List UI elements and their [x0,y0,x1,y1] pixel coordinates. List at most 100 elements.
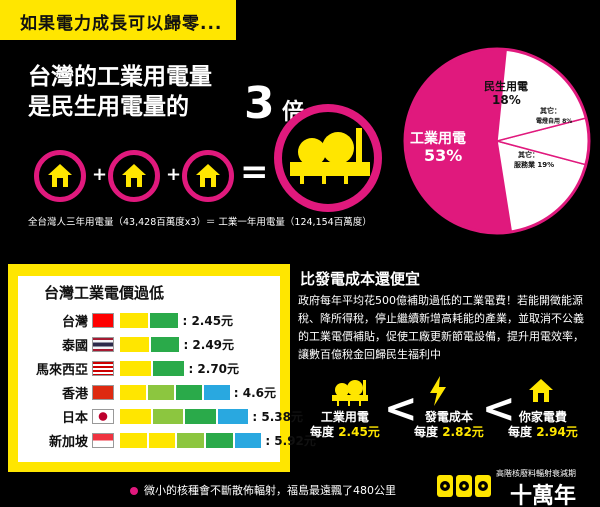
industry-circle [274,104,382,212]
price-bar-segment [120,313,149,328]
compare-title: 比發電成本還便宜 [300,270,421,288]
price-value-label: : 2.49元 [183,338,235,352]
price-bar [120,313,179,328]
price-bar [120,433,262,448]
country-flag-icon [92,385,114,400]
compare-item-value: 2.45元 [338,425,380,439]
compare-item-prefix: 每度 [310,425,339,439]
compare-item-name: 工業用電 [320,410,369,424]
decay-period-value: 十萬年 [510,484,577,507]
decay-period-label: 高階核廢料輻射衰減期 [496,469,576,478]
price-bar-segment [217,409,249,424]
country-flag-icon [92,361,114,376]
country-flag-icon [92,337,114,352]
headline-multiplier: 3 [244,78,275,129]
compare-item-value: 2.82元 [442,425,484,439]
pie-label-industry: 工業用電 [410,131,466,147]
headline: 台灣的工業用電量 是民生用電量的 [28,62,212,122]
house-icon [48,164,72,187]
price-bar-segment [120,409,151,424]
price-row: 香港 : 4.6元 [24,382,276,402]
less-than-sign-2: < [482,386,516,432]
price-value-label: : 2.70元 [188,362,240,376]
price-bar-segment [175,385,202,400]
price-value-label: : 5.38元 [252,410,304,424]
price-country-label: 新加坡 [48,435,88,450]
compare-item-prefix: 每度 [508,425,537,439]
equation-caption: 全台灣人三年用電量（43,428百萬度x3）＝ 工業一年用電量（124,154百… [28,217,372,228]
price-bar-segment [120,337,149,352]
price-bar-segment [148,433,176,448]
price-chart-title: 台灣工業電價過低 [44,284,165,302]
price-bar-segment [150,337,180,352]
less-than-sign-1: < [384,386,418,432]
price-country-label: 泰國 [61,339,88,354]
price-bar-segment [150,313,179,328]
plus-sign-1: + [92,164,108,185]
price-row: 泰國 : 2.49元 [24,334,276,354]
price-row: 台灣 : 2.45元 [24,310,276,330]
price-bar-segment [120,361,152,376]
factory-icon [332,380,368,406]
price-bar-segment [203,385,230,400]
price-bar [120,385,230,400]
price-bar [120,361,185,376]
price-bar [120,337,180,352]
compare-item-cost: 發電成本 每度 2.82元 [414,410,484,440]
pie-label-other2: 其它： [518,151,539,159]
country-flag-icon [92,433,114,448]
banner-title: 如果電力成長可以歸零... [20,14,223,34]
lightning-icon [430,376,446,406]
compare-item-name: 發電成本 [424,410,473,424]
country-flag-icon [92,409,114,424]
price-bar-segment [153,361,185,376]
household-circle-1 [34,150,86,202]
compare-body: 政府每年平均花500億補助過低的工業電費！若能開徵能源稅、降所得稅，停止繼續新增… [298,294,584,361]
radiation-barrel-icon [437,475,491,497]
plus-sign-2: + [166,164,182,185]
house-icon [196,164,220,187]
pie-label-household: 民生用電 [484,80,528,93]
headline-line2: 是民生用電量的 [28,94,189,120]
country-flag-icon [92,313,114,328]
price-bar-segment [177,433,204,448]
bullet-dot [130,487,138,495]
price-country-label: 台灣 [61,315,88,330]
price-value-label: : 5.92元 [265,434,316,448]
pie-label-other2b: 服務業 19% [514,161,555,169]
equals-sign: = [240,152,269,192]
compare-item-prefix: 每度 [414,425,443,439]
compare-item-name: 你家電費 [518,410,567,424]
house-icon [529,379,553,402]
household-circle-3 [182,150,234,202]
price-row: 新加坡 : 5.92元 [24,430,316,450]
price-country-label: 日本 [61,411,88,426]
price-bar [120,409,249,424]
footer-note: 微小的核種會不斷散佈輻射，福島最遠飄了480公里 [130,482,396,498]
top-banner: 如果電力成長可以歸零... [0,0,236,40]
price-country-label: 香港 [61,387,88,402]
price-bar-segment [120,433,147,448]
headline-line1: 台灣的工業用電量 [28,64,212,90]
price-bar-segment [147,385,174,400]
house-icon [122,164,146,187]
industrial-price-chart: 台灣工業電價過低 台灣 : 2.45元泰國 : 2.49元馬來西亞 : 2.70元香港… [18,276,316,462]
factory-icon [290,128,370,184]
price-bar-segment [185,409,216,424]
price-value-label: : 4.6元 [233,386,277,400]
price-bar-segment [234,433,262,448]
price-bar-segment [120,385,146,400]
price-country-label: 馬來西亞 [35,363,88,378]
pie-label-household-pct: 18% [492,93,521,107]
price-value-label: : 2.45元 [182,314,234,328]
pie-label-other1: 其它： [540,107,561,115]
pie-label-other1b: 電燈自用 8% [536,118,573,125]
household-circle-2 [108,150,160,202]
compare-item-industry: 工業用電 每度 2.45元 [310,410,380,440]
price-row: 馬來西亞 : 2.70元 [24,358,276,378]
price-row: 日本 : 5.38元 [24,406,303,426]
price-bar-segment [152,409,184,424]
compare-item-household: 你家電費 每度 2.94元 [508,410,578,440]
footer-note-text: 微小的核種會不斷散佈輻射，福島最遠飄了480公里 [144,484,396,497]
electricity-share-pie-chart [403,47,591,235]
